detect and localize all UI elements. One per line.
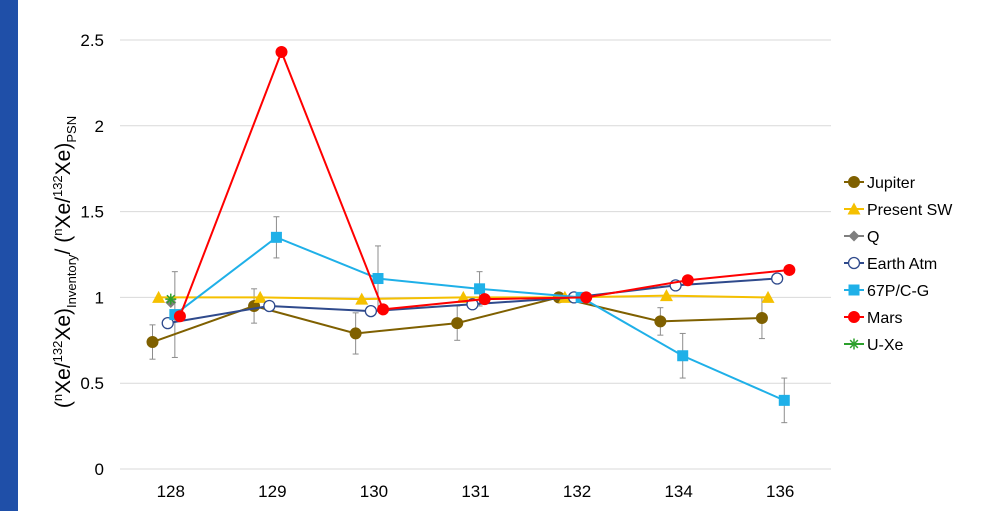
data-point-earth-atm — [263, 299, 276, 313]
legend-marker — [848, 338, 860, 350]
legend-item-67p-c-g: 67P/C-G — [844, 283, 929, 300]
data-point-jupiter — [349, 327, 362, 340]
legend-marker — [847, 202, 861, 215]
legend-label: Mars — [867, 310, 903, 327]
legend-label: 67P/C-G — [867, 283, 929, 300]
data-point-earth-atm — [771, 272, 784, 285]
legend: Jupiter Present SW Q Earth Atm 67P/C-G Mars U-… — [844, 175, 953, 354]
data-point-jupiter — [146, 336, 159, 349]
data-point-present-sw — [761, 290, 775, 303]
legend-marker — [848, 311, 860, 323]
data-point-present-sw — [659, 289, 673, 302]
y-tick-label: 1 — [95, 288, 104, 307]
y-tick-label: 0 — [95, 460, 104, 479]
series-u-xe — [165, 293, 177, 305]
data-point-mars — [478, 293, 491, 306]
legend-item-jupiter: Jupiter — [844, 175, 916, 192]
y-tick-label: 2 — [95, 117, 104, 136]
data-point-present-sw — [456, 290, 470, 303]
data-point-earth-atm — [161, 316, 174, 330]
x-tick-labels: 128 129 130 131 132 134 136 — [157, 482, 795, 501]
data-point-u-xe — [165, 293, 177, 305]
series-line-67p-c-g — [174, 236, 785, 402]
legend-item-present-sw: Present SW — [844, 202, 953, 219]
legend-label: Earth Atm — [867, 256, 937, 273]
data-point-mars — [377, 303, 390, 316]
legend-item-earth-atm: Earth Atm — [844, 256, 937, 273]
y-tick-labels: 0 0.5 1 1.5 2 2.5 — [80, 31, 104, 479]
legend-label: U-Xe — [867, 337, 904, 354]
series-67p-c-g — [169, 231, 790, 406]
legend-item-mars: Mars — [844, 310, 903, 327]
data-point-present-sw — [355, 292, 369, 305]
legend-marker — [848, 176, 860, 188]
x-tick-label: 129 — [258, 482, 286, 501]
legend-marker — [847, 256, 861, 270]
y-tick-label: 0.5 — [80, 374, 104, 393]
data-point-67p-c-g — [372, 273, 384, 285]
data-point-mars — [173, 310, 186, 323]
y-tick-label: 1.5 — [80, 203, 104, 222]
x-tick-label: 134 — [664, 482, 692, 501]
series-present-sw — [152, 289, 775, 305]
legend-label: Present SW — [867, 202, 953, 219]
data-point-mars — [275, 46, 288, 59]
data-point-mars — [580, 291, 593, 304]
data-point-earth-atm — [364, 304, 378, 318]
data-point-67p-c-g — [778, 394, 790, 406]
series-mars — [173, 46, 796, 323]
data-point-67p-c-g — [474, 283, 486, 295]
series — [146, 46, 796, 406]
series-jupiter — [146, 291, 768, 349]
chart: 0 0.5 1 1.5 2 2.5 128 129 130 131 132 134 136 Jupit… — [50, 31, 953, 501]
legend-item-u-xe: U-Xe — [844, 337, 904, 354]
legend-label: Q — [867, 229, 879, 246]
data-point-present-sw — [152, 290, 166, 303]
x-tick-label: 128 — [157, 482, 185, 501]
data-point-67p-c-g — [270, 231, 282, 243]
data-point-jupiter — [451, 317, 464, 330]
legend-item-q: Q — [844, 229, 879, 246]
x-tick-label: 132 — [563, 482, 591, 501]
legend-label: Jupiter — [867, 175, 916, 192]
series-line-mars — [178, 49, 790, 317]
chart-panel: 0 0.5 1 1.5 2 2.5 128 129 130 131 132 134 136 Jupit… — [18, 0, 991, 511]
data-point-jupiter — [654, 315, 667, 328]
data-point-67p-c-g — [677, 350, 689, 362]
x-tick-label: 136 — [766, 482, 794, 501]
data-point-present-sw — [253, 290, 267, 303]
gridlines — [120, 39, 831, 470]
y-axis-label: (nXe/132Xe)Inventory/ (nXe/132Xe)PSN — [50, 116, 79, 408]
data-point-mars — [681, 274, 694, 287]
legend-marker — [848, 284, 860, 296]
x-tick-label: 130 — [360, 482, 388, 501]
legend-marker — [848, 230, 860, 242]
x-tick-label: 131 — [461, 482, 489, 501]
data-point-mars — [783, 263, 796, 276]
data-point-jupiter — [755, 311, 768, 324]
y-tick-label: 2.5 — [80, 31, 104, 50]
